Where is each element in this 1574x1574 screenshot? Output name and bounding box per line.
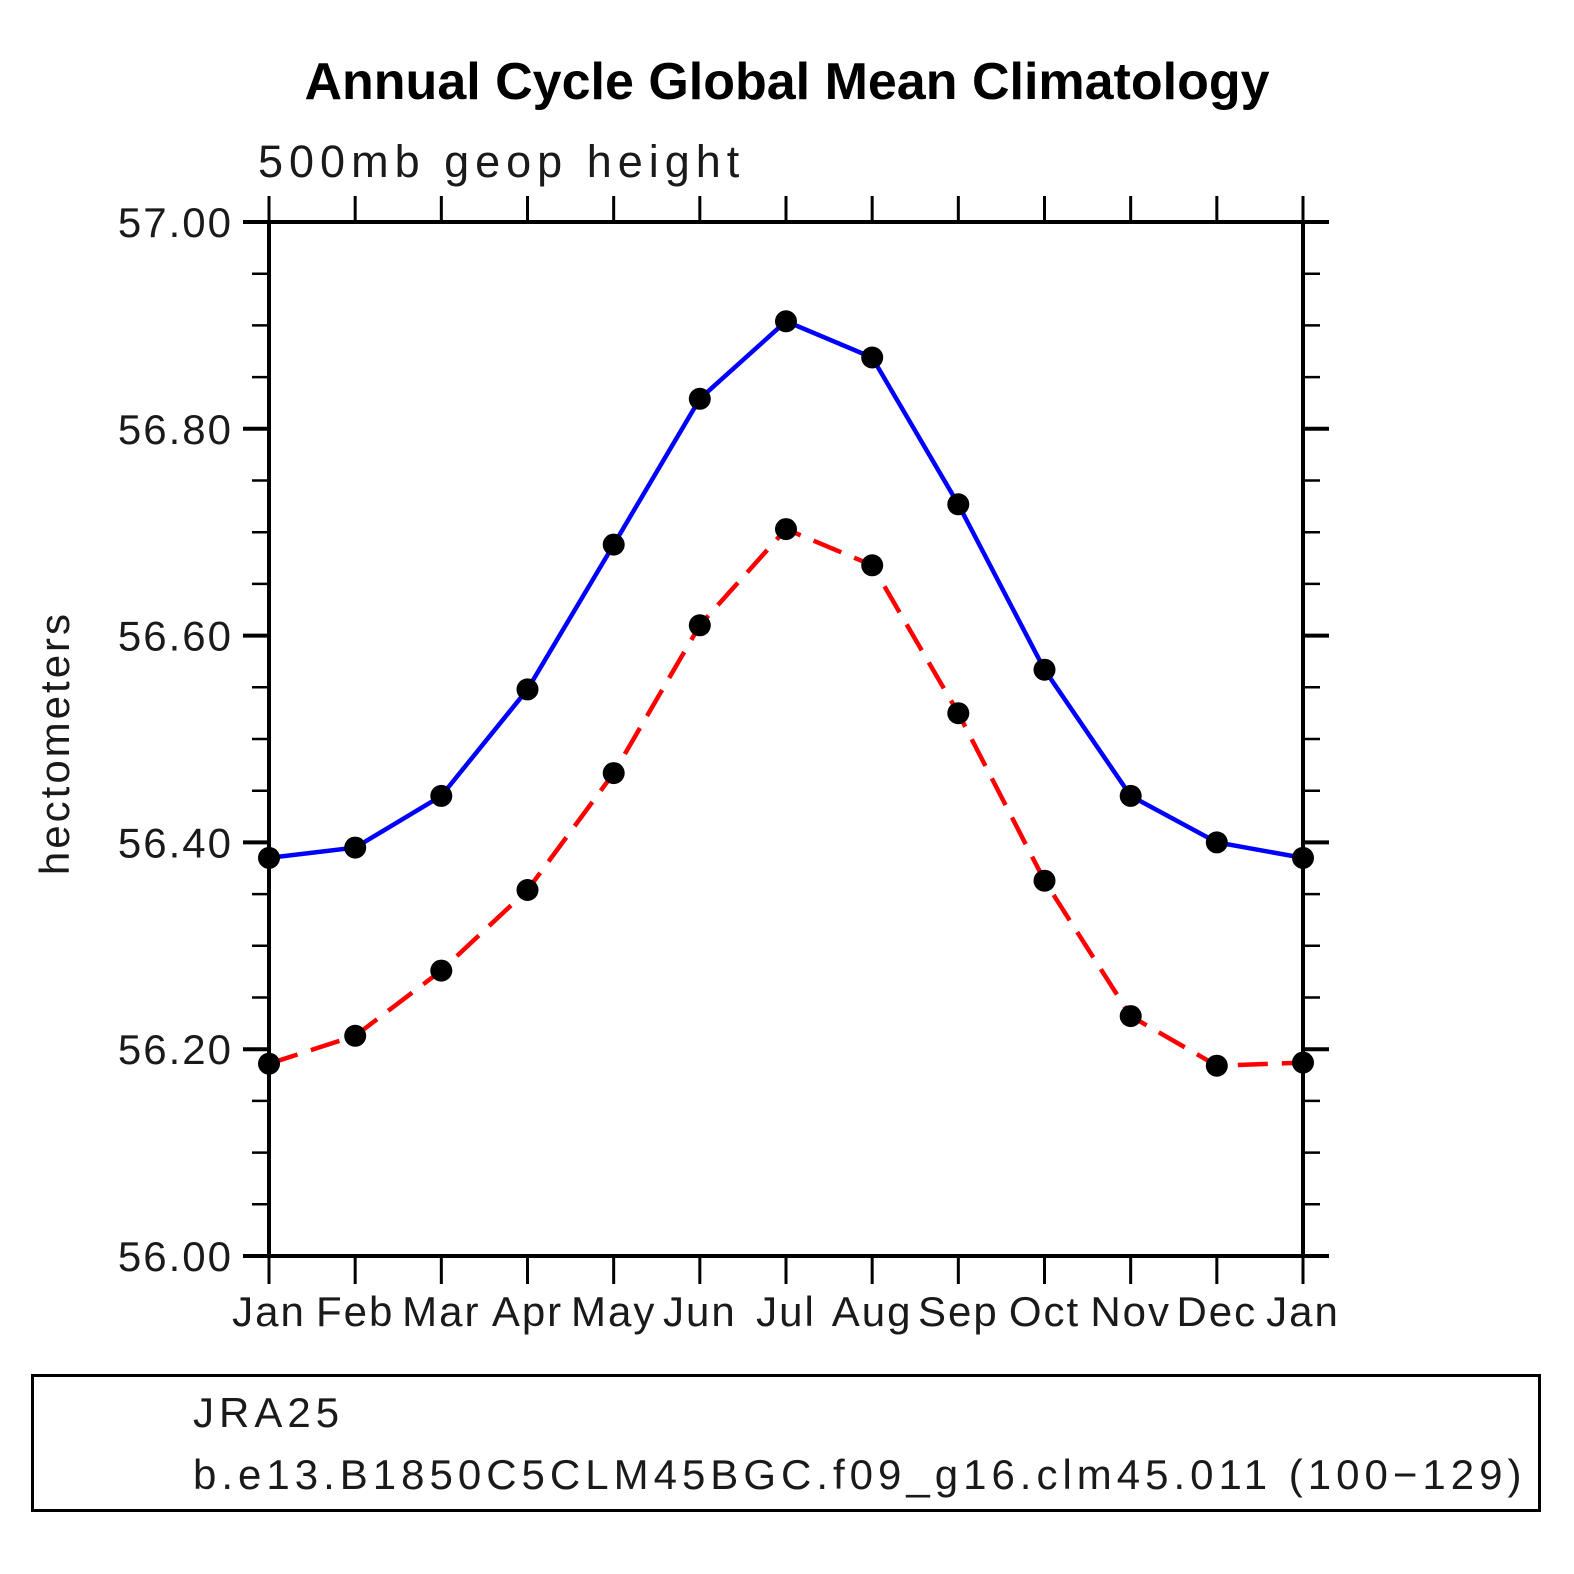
month-label: May [571,1288,656,1335]
data-point-marker-series-0 [258,846,280,869]
data-point-marker-series-1 [1033,869,1056,892]
data-point-marker-series-1 [344,1024,367,1047]
month-label: Aug [832,1288,913,1335]
data-point-marker-series-0 [947,493,970,516]
data-point-marker-series-1 [258,1052,280,1075]
month-label: Jan [232,1288,306,1335]
y-tick-label: 57.00 [118,199,233,246]
chart-subtitle: 500mb geop height [258,136,746,187]
y-axis-label: hectometers [31,610,78,876]
data-point-marker-series-1 [861,554,884,577]
data-point-marker-series-0 [430,784,453,807]
month-label: Mar [402,1288,480,1335]
month-label: Sep [918,1288,999,1335]
y-tick-label: 56.40 [118,819,233,866]
data-point-marker-series-1 [516,879,539,901]
data-point-marker-series-1 [1205,1054,1228,1077]
month-label: Nov [1090,1288,1171,1335]
legend-box [31,1374,1541,1512]
data-point-marker-series-1 [602,762,625,785]
data-point-marker-series-0 [1033,658,1056,681]
month-label: Jun [663,1288,737,1335]
y-tick-label: 56.60 [118,613,233,660]
data-point-marker-series-1 [688,614,711,637]
data-point-marker-series-1 [1119,1005,1142,1028]
data-point-marker-series-1 [775,518,797,541]
legend-label-model: b.e13.B1850C5CLM45BGC.f09_g16.clm45.011 … [193,1451,1527,1498]
month-label: Oct [1009,1288,1080,1335]
month-label: Dec [1176,1288,1257,1335]
month-label: Feb [316,1288,394,1335]
data-point-marker-series-0 [344,836,367,859]
plot-frame [267,220,1305,1258]
legend-label-jra25: JRA25 [193,1389,345,1436]
data-point-marker-series-1 [947,702,970,725]
data-point-marker-series-0 [1292,846,1314,869]
data-point-marker-series-0 [775,310,797,333]
data-point-marker-series-0 [688,387,711,410]
data-point-marker-series-0 [1119,784,1142,807]
y-tick-label: 56.20 [118,1026,233,1073]
data-point-marker-series-0 [516,678,539,701]
month-label: Jan [1266,1288,1340,1335]
data-point-marker-series-0 [1205,831,1228,854]
data-point-marker-series-1 [1292,1051,1314,1074]
series-line-0 [268,318,1304,861]
series-line-1 [268,526,1304,1068]
data-point-marker-series-1 [430,959,453,982]
data-point-marker-series-0 [861,346,884,369]
month-label: Apr [492,1288,563,1335]
chart-title: Annual Cycle Global Mean Climatology [304,53,1270,111]
y-tick-label: 56.80 [118,406,233,453]
month-label: Jul [756,1288,816,1335]
y-tick-label: 56.00 [118,1233,233,1280]
data-point-marker-series-0 [602,533,625,556]
